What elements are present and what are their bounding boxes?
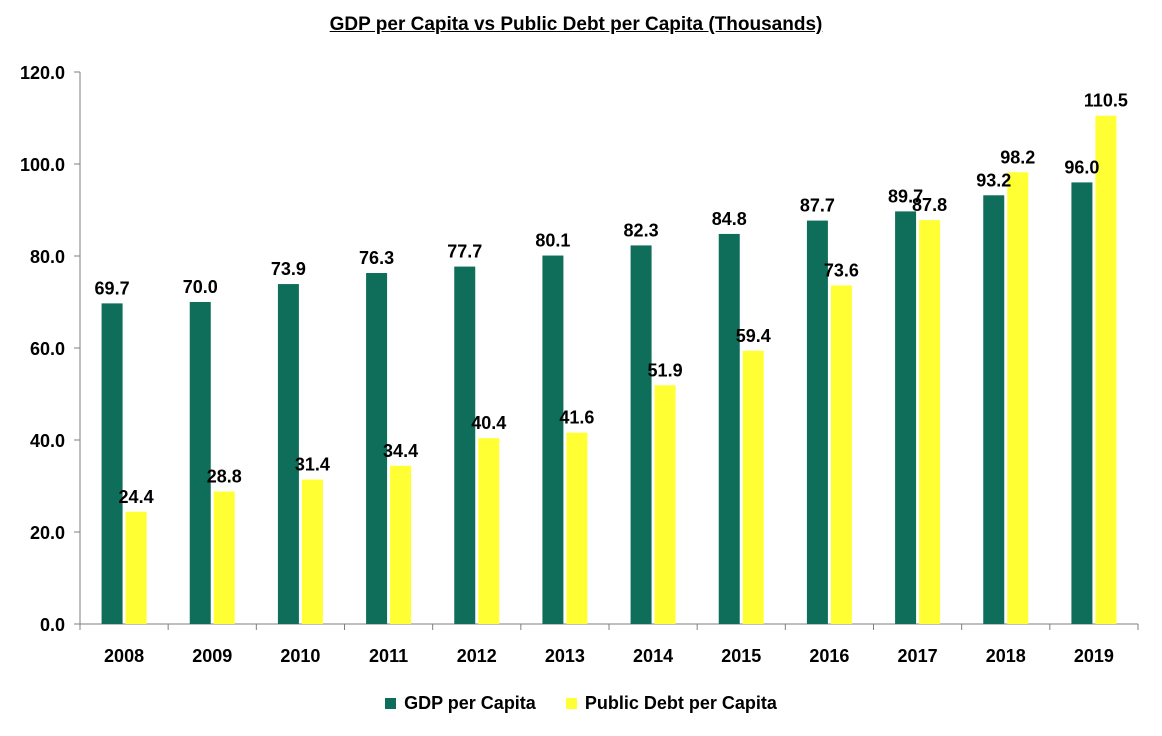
bar-gdp [454, 266, 476, 624]
legend-label-debt: Public Debt per Capita [584, 693, 777, 713]
bar-debt [742, 350, 764, 624]
legend-swatch-debt [565, 698, 577, 709]
bar-gdp [277, 284, 299, 624]
x-tick-label: 2009 [192, 646, 232, 666]
legend-item-gdp: GDP per Capita [385, 693, 536, 714]
x-tick-label: 2016 [809, 646, 849, 666]
legend-item-debt: Public Debt per Capita [565, 693, 777, 714]
bar-gdp [189, 302, 211, 624]
y-tick-label: 40.0 [30, 431, 65, 451]
bar-debt [390, 465, 412, 624]
x-tick-label: 2013 [545, 646, 585, 666]
x-tick-label: 2018 [986, 646, 1026, 666]
bar-gdp [542, 255, 564, 625]
data-label-debt: 34.4 [383, 441, 418, 461]
data-label-debt: 24.4 [119, 487, 154, 507]
data-label-debt: 41.6 [559, 408, 594, 428]
bar-gdp [718, 233, 740, 625]
data-label-gdp: 77.7 [447, 242, 482, 262]
y-tick-label: 80.0 [30, 247, 65, 267]
bar-debt [1095, 115, 1117, 624]
data-label-gdp: 89.7 [888, 186, 923, 206]
data-label-gdp: 87.7 [800, 196, 835, 216]
data-label-debt: 73.6 [824, 260, 859, 280]
data-label-gdp: 84.8 [712, 209, 747, 229]
bar-debt [654, 385, 676, 624]
bars [101, 115, 1117, 625]
data-label-gdp: 69.7 [95, 278, 130, 298]
legend: GDP per Capita Public Debt per Capita [0, 693, 1162, 714]
bar-debt [1007, 172, 1029, 624]
bar-gdp [630, 245, 652, 625]
y-tick-label: 100.0 [20, 155, 65, 175]
y-tick-label: 20.0 [30, 523, 65, 543]
y-tick-label: 0.0 [40, 615, 65, 635]
bar-debt [301, 479, 323, 624]
bar-debt [566, 432, 588, 624]
x-tick-label: 2019 [1074, 646, 1114, 666]
data-label-gdp: 96.0 [1064, 157, 1099, 177]
y-tick-label: 60.0 [30, 339, 65, 359]
data-label-gdp: 76.3 [359, 248, 394, 268]
bar-gdp [806, 220, 828, 624]
x-tick-label: 2014 [633, 646, 673, 666]
data-label-debt: 28.8 [207, 467, 242, 487]
data-label-debt: 31.4 [295, 455, 330, 475]
legend-swatch-gdp [385, 698, 397, 709]
bar-gdp [1071, 182, 1093, 624]
bar-debt [478, 438, 500, 624]
x-tick-label: 2012 [457, 646, 497, 666]
y-axis: 0.0 20.0 40.0 60.0 80.0 100.0 120.0 [20, 63, 81, 635]
y-tick-label: 120.0 [20, 63, 65, 83]
data-label-gdp: 82.3 [624, 220, 659, 240]
bar-debt [213, 491, 235, 624]
x-tick-label: 2011 [369, 646, 408, 666]
x-axis: 2008 2009 2010 2011 2012 2013 2014 2015 2016 2017… [79, 623, 1139, 666]
chart-title: GDP per Capita vs Public Debt per Capita… [329, 14, 823, 35]
bar-debt [919, 220, 941, 624]
data-label-debt: 51.9 [648, 360, 683, 380]
data-label-debt: 87.8 [912, 195, 947, 215]
x-tick-label: 2010 [280, 646, 320, 666]
bar-gdp [366, 273, 388, 624]
x-tick-label: 2017 [898, 646, 938, 666]
data-label-gdp: 70.0 [183, 277, 218, 297]
x-tick-label: 2008 [104, 646, 144, 666]
x-tick-label: 2015 [721, 646, 761, 666]
bar-gdp [895, 211, 917, 624]
data-label-gdp: 80.1 [535, 231, 570, 251]
data-label-gdp: 73.9 [271, 259, 306, 279]
bar-gdp [983, 195, 1005, 624]
data-label-debt: 110.5 [1084, 91, 1128, 111]
bar-debt [125, 511, 147, 624]
data-label-debt: 98.2 [1000, 147, 1035, 167]
data-label-debt: 40.4 [471, 413, 506, 433]
legend-label-gdp: GDP per Capita [404, 693, 536, 713]
bar-gdp [101, 303, 123, 624]
data-labels: 69.7 70.0 73.9 76.3 77.7 80.1 82.3 84.8 87.7 89.7… [95, 91, 1128, 507]
data-label-gdp: 93.2 [976, 170, 1011, 190]
data-label-debt: 59.4 [736, 326, 771, 346]
bar-debt [830, 285, 852, 624]
